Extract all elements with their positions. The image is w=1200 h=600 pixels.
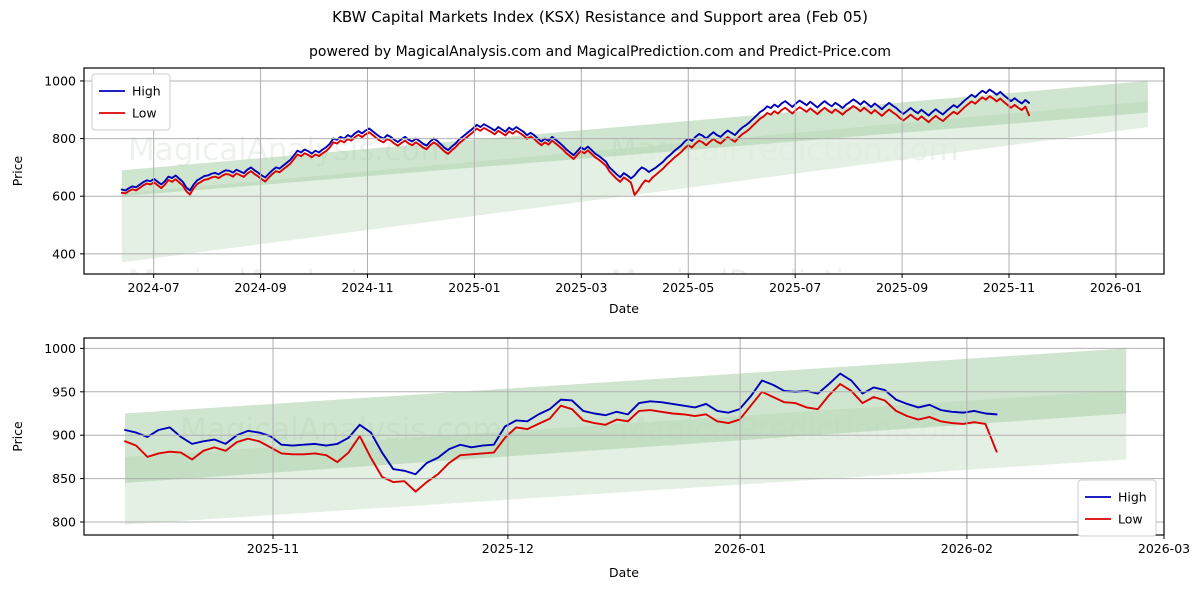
x-tick-label: 2025-09 xyxy=(876,280,928,295)
plot-border xyxy=(83,337,1165,536)
detail-chart[interactable]: MagicalAnalysis.comMagicalPrediction.com… xyxy=(0,330,1200,595)
y-tick-label: 850 xyxy=(52,471,76,486)
x-tick-label: 2025-07 xyxy=(769,280,821,295)
legend-box xyxy=(1077,479,1157,537)
x-tick-label: 2026-02 xyxy=(941,541,993,556)
page-title: KBW Capital Markets Index (KSX) Resistan… xyxy=(332,8,868,26)
y-tick-label: 600 xyxy=(52,189,76,204)
x-tick-label: 2026-03 xyxy=(1138,541,1190,556)
x-tick-label: 2025-11 xyxy=(983,280,1035,295)
y-tick-label: 800 xyxy=(52,514,76,529)
chart-legend[interactable]: High Low xyxy=(91,73,171,131)
x-tick-label: 2025-03 xyxy=(555,280,607,295)
x-tick-label: 2024-11 xyxy=(341,280,393,295)
x-axis-label: Date xyxy=(609,565,639,580)
page-subtitle: powered by MagicalAnalysis.com and Magic… xyxy=(309,44,891,60)
series-line-low xyxy=(124,383,998,493)
chart-legend[interactable]: High Low xyxy=(1077,479,1157,537)
x-tick-label: 2026-01 xyxy=(1090,280,1142,295)
legend-label-high: High xyxy=(132,84,161,99)
x-axis-label: Date xyxy=(609,301,639,316)
x-tick-label: 2024-09 xyxy=(234,280,286,295)
resistance-area-band xyxy=(125,348,1127,483)
y-axis-label: Price xyxy=(10,155,25,186)
overview-chart[interactable]: MagicalAnalysis.comMagicalPrediction.com… xyxy=(0,60,1200,365)
x-tick-label: 2025-01 xyxy=(448,280,500,295)
y-tick-label: 1000 xyxy=(44,73,76,88)
x-tick-label: 2024-07 xyxy=(128,280,180,295)
x-tick-label: 2025-11 xyxy=(247,541,299,556)
series-line-high xyxy=(120,88,1030,192)
legend-label-low: Low xyxy=(1118,512,1143,527)
series-line-high xyxy=(124,372,998,476)
plot-border xyxy=(83,67,1165,275)
y-tick-label: 900 xyxy=(52,428,76,443)
support-area-band xyxy=(121,101,1148,263)
series-line-low xyxy=(120,95,1030,197)
y-tick-label: 800 xyxy=(52,131,76,146)
y-axis-label: Price xyxy=(10,421,25,452)
y-tick-label: 400 xyxy=(52,246,76,261)
x-tick-label: 2025-12 xyxy=(482,541,534,556)
legend-label-low: Low xyxy=(132,106,157,121)
y-tick-label: 1000 xyxy=(44,341,76,356)
legend-box xyxy=(91,73,171,131)
x-tick-label: 2026-01 xyxy=(714,541,766,556)
legend-label-high: High xyxy=(1118,490,1147,505)
x-tick-label: 2025-05 xyxy=(662,280,714,295)
y-tick-label: 950 xyxy=(52,384,76,399)
